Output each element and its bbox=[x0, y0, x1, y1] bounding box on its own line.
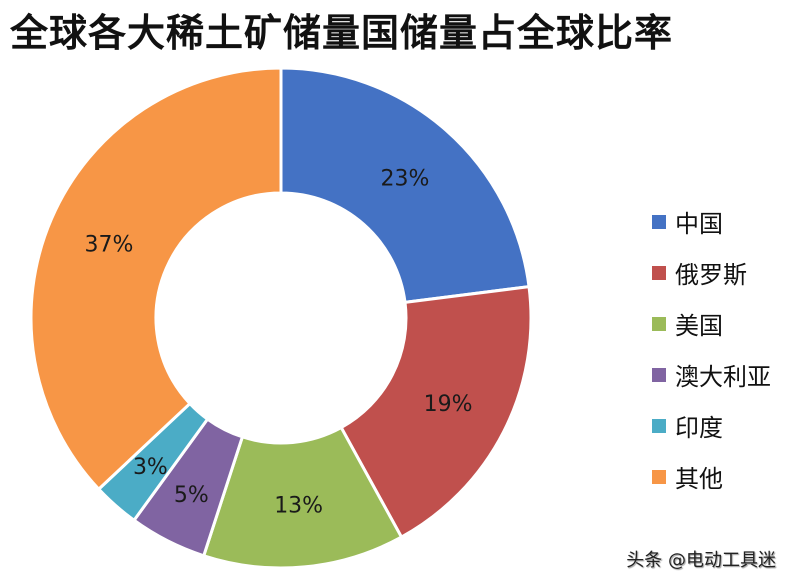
legend-swatch-russia bbox=[652, 265, 666, 280]
legend-item-india: 印度 bbox=[652, 400, 771, 451]
legend: 中国 俄罗斯 美国 澳大利亚 印度 其他 bbox=[652, 196, 771, 502]
legend-swatch-china bbox=[652, 214, 666, 229]
legend-item-russia: 俄罗斯 bbox=[652, 247, 771, 298]
data-label-russia: 19% bbox=[424, 392, 473, 417]
data-label-china: 23% bbox=[381, 166, 430, 191]
legend-swatch-usa bbox=[652, 316, 666, 331]
data-label-other: 37% bbox=[84, 233, 133, 258]
data-label-usa: 13% bbox=[274, 494, 323, 519]
watermark: 头条 @电动工具迷 bbox=[626, 550, 776, 571]
chart-title: 全球各大稀土矿储量国储量占全球比率 bbox=[10, 11, 674, 55]
legend-swatch-other bbox=[652, 469, 666, 484]
legend-item-australia: 澳大利亚 bbox=[652, 349, 771, 400]
legend-item-usa: 美国 bbox=[652, 298, 771, 349]
legend-label-other: 其他 bbox=[675, 465, 723, 493]
donut-segment-other bbox=[29, 66, 283, 492]
donut-segment-china bbox=[279, 66, 531, 305]
data-label-australia: 5% bbox=[174, 483, 209, 508]
legend-label-china: 中国 bbox=[675, 210, 723, 238]
legend-label-australia: 澳大利亚 bbox=[675, 363, 771, 391]
legend-swatch-australia bbox=[652, 367, 666, 382]
legend-item-other: 其他 bbox=[652, 451, 771, 502]
legend-item-china: 中国 bbox=[652, 196, 771, 247]
data-label-india: 3% bbox=[133, 455, 168, 480]
legend-swatch-india bbox=[652, 418, 666, 433]
donut-segment-russia bbox=[339, 284, 533, 540]
donut-labels: 23% 19% 13% 5%3% 37% bbox=[84, 166, 472, 518]
legend-label-russia: 俄罗斯 bbox=[675, 261, 747, 289]
legend-label-india: 印度 bbox=[675, 414, 723, 442]
donut-segment-usa bbox=[201, 425, 404, 570]
legend-label-usa: 美国 bbox=[675, 312, 723, 340]
donut-segments bbox=[29, 66, 533, 570]
